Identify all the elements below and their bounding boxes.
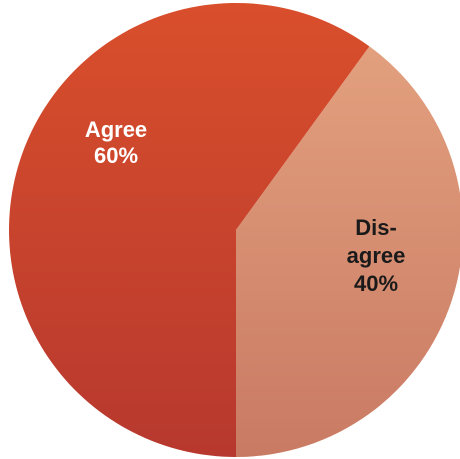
pie-labels: Agree 60% Dis-agree 40% — [85, 117, 406, 296]
data-label-1: Dis-agree 40% — [347, 215, 406, 296]
pie-slice-dis-agree — [236, 46, 460, 457]
pie-slices — [9, 2, 460, 458]
pie-slice-agree — [9, 2, 370, 458]
data-label-0: Agree 60% — [85, 117, 147, 168]
